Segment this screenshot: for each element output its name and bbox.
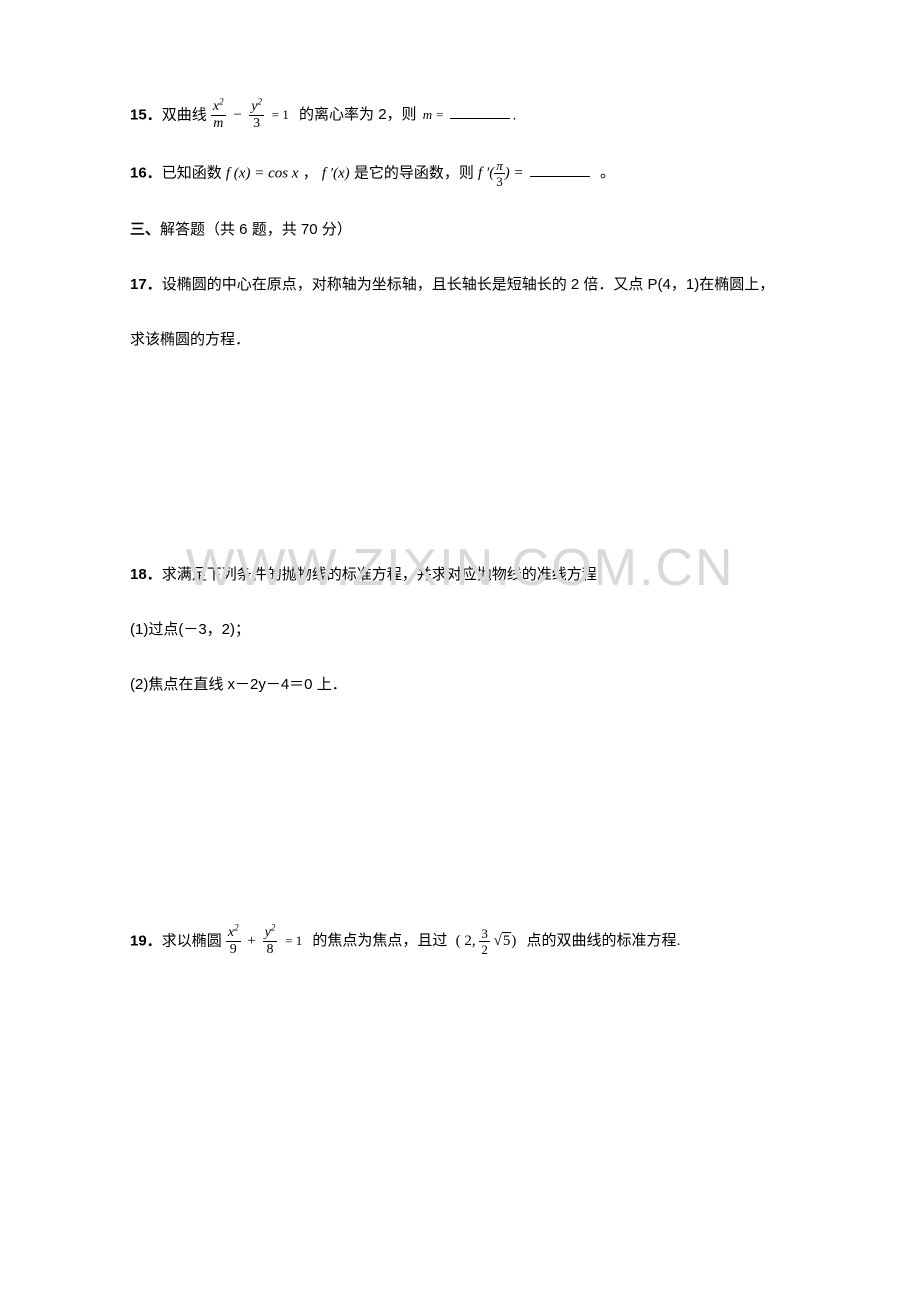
spacer [130, 726, 790, 926]
exam-page: 15．双曲线 x2 m − y2 3 = 1 的离心率为 2，则 m = . 1… [0, 0, 920, 1302]
q15-eqrhs: = 1 [272, 107, 289, 122]
q19-t3: 点的双曲线的标准方程. [526, 932, 680, 949]
q15-frac2-den: 3 [249, 116, 264, 131]
q15-frac2: y2 3 [249, 100, 264, 131]
q16-tail: 。 [600, 164, 615, 181]
q16-t2: 是它的导函数，则 [354, 164, 474, 181]
q19-pfrac-den: 2 [479, 942, 490, 956]
q19-ellipse-eq: x2 9 + y2 8 = 1 [226, 926, 302, 957]
section-3-header: 三、解答题（共 6 题，共 70 分） [130, 216, 790, 243]
q19-paren-l: ( 2, [456, 933, 480, 949]
q16-frac-num: π [494, 159, 505, 174]
q19-efrac2-sup: 2 [271, 922, 276, 932]
q19-sqrt: √5 [494, 928, 512, 955]
q16-prefix: 16． [130, 164, 162, 181]
q15-equation: x2 m − y2 3 = 1 [211, 100, 289, 131]
q19-plus: + [247, 933, 255, 949]
section3-prefix: 三、 [130, 221, 160, 238]
q18-prefix: 18． [130, 566, 162, 583]
q15-frac1-num-sup: 2 [219, 96, 224, 106]
q18-sub1-text: (1)过点(－3，2)； [130, 621, 250, 638]
spacer [130, 381, 790, 561]
question-18-sub1: (1)过点(－3，2)； [130, 616, 790, 643]
q16-fprime-left: f ′( [478, 165, 494, 181]
question-19: 19．求以椭圆 x2 9 + y2 8 = 1 的焦点为焦点，且过 ( 2, 3… [130, 926, 790, 957]
q19-point: ( 2, 32 √5) [456, 927, 517, 956]
q19-prefix: 19． [130, 932, 162, 949]
q18-sub2-text: (2)焦点在直线 x－2y－4＝0 上． [130, 676, 347, 693]
q16-frac-den: 3 [494, 174, 505, 188]
question-15: 15．双曲线 x2 m − y2 3 = 1 的离心率为 2，则 m = . [130, 100, 790, 131]
q19-efrac2-den: 8 [263, 942, 278, 957]
q16-frac: π3 [494, 159, 505, 188]
q19-t2: 的焦点为焦点，且过 [312, 932, 447, 949]
q19-efrac2: y2 8 [263, 926, 278, 957]
q16-fprime-right: ) = [505, 165, 524, 181]
q19-efrac1: x2 9 [226, 926, 241, 957]
q19-efrac1-den: 9 [226, 942, 241, 957]
question-18-sub2: (2)焦点在直线 x－2y－4＝0 上． [130, 671, 790, 698]
q15-var: m = [423, 107, 444, 122]
q19-pfrac-num: 3 [479, 927, 490, 942]
q15-frac2-num-sup: 2 [257, 96, 262, 106]
q19-erhs: = 1 [285, 933, 302, 948]
q15-minus: − [232, 107, 242, 123]
q19-t1: 求以椭圆 [162, 932, 222, 949]
q19-sqrt-sym: √ [494, 933, 502, 949]
question-18-stem: 18．求满足下列条件的抛物线的标准方程，并求对应抛物线的准线方程． [130, 561, 790, 588]
q17-prefix: 17． [130, 276, 162, 293]
q17-text2: 求该椭圆的方程． [130, 331, 250, 348]
q16-comma1: ， [303, 164, 318, 181]
q17-text1: 设椭圆的中心在原点，对称轴为坐标轴，且长轴长是短轴长的 2 倍．又点 P(4，1… [162, 276, 775, 293]
question-17-line1: 17．设椭圆的中心在原点，对称轴为坐标轴，且长轴长是短轴长的 2 倍．又点 P(… [130, 271, 790, 298]
q18-stem-text: 求满足下列条件的抛物线的标准方程，并求对应抛物线的准线方程． [162, 566, 612, 583]
q15-prefix: 15． [130, 106, 162, 123]
q19-pfrac: 32 [479, 927, 490, 956]
question-17-line2: 求该椭圆的方程． [130, 326, 790, 353]
question-16: 16．已知函数 f (x) = cos x ， f ′(x) 是它的导函数，则 … [130, 159, 790, 188]
q15-tail: . [512, 106, 516, 123]
q15-frac1-den: m [211, 116, 226, 131]
q19-paren-r: ) [511, 933, 516, 949]
q19-efrac1-sup: 2 [234, 922, 239, 932]
q15-frac1: x2 m [211, 100, 226, 131]
q16-fprime-eval: f ′(π3) = [478, 159, 524, 188]
q19-sqrt-arg: 5 [502, 932, 512, 949]
q16-fpx: f ′(x) [322, 165, 350, 181]
q16-blank [530, 161, 590, 177]
q15-blank [450, 103, 510, 119]
q15-pretext: 双曲线 [162, 106, 207, 123]
q16-fx: f (x) = cos x [226, 165, 299, 181]
q16-t1: 已知函数 [162, 164, 222, 181]
q15-midtext: 的离心率为 2，则 [299, 106, 417, 123]
section3-text: 解答题（共 6 题，共 70 分） [160, 221, 352, 238]
